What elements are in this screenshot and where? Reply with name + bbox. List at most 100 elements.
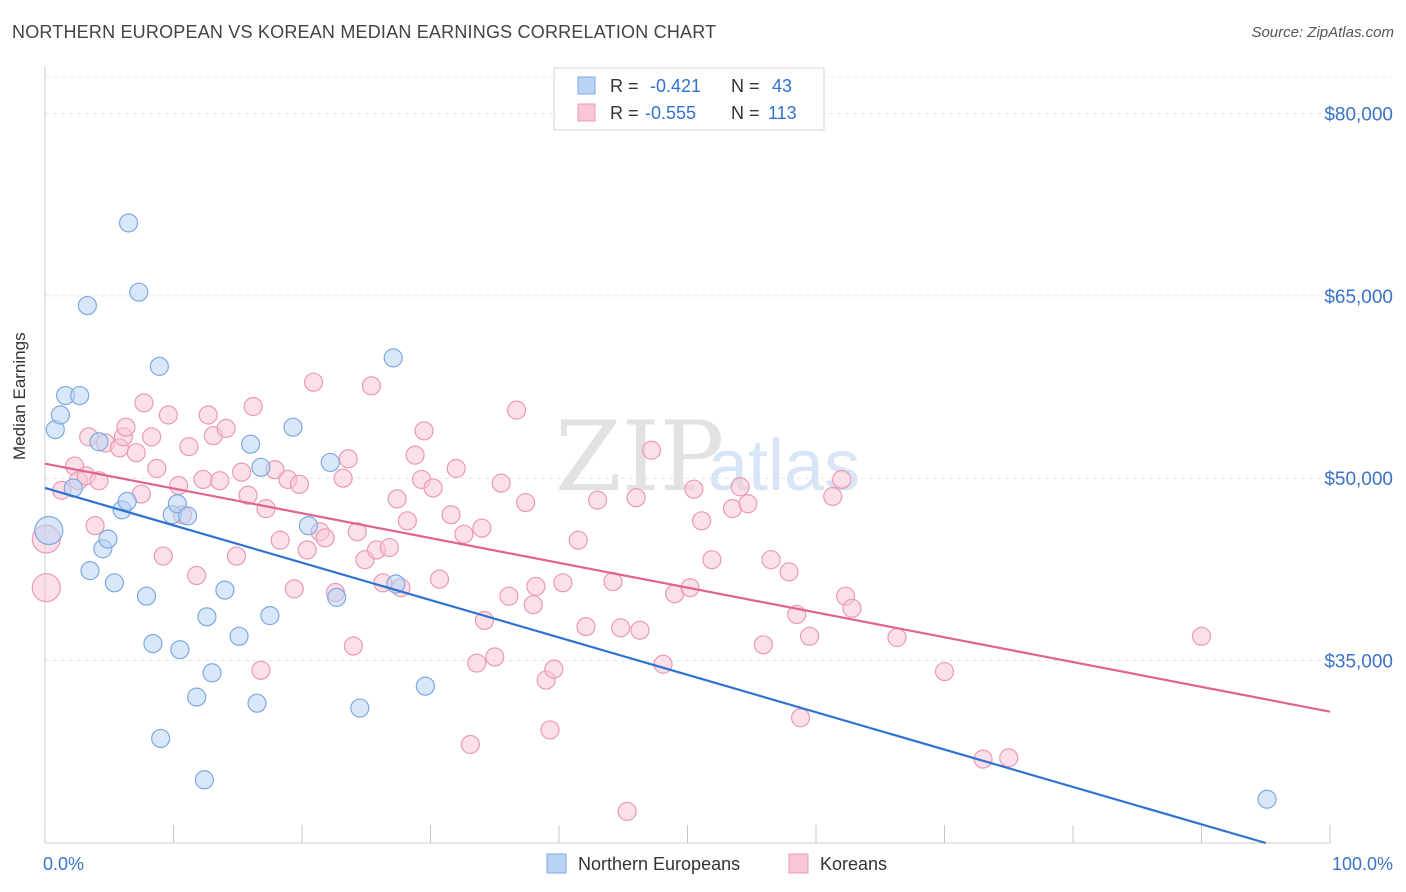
korean-point-103	[799, 626, 820, 646]
series-legend-label-korean: Koreans	[820, 854, 887, 874]
gridlines	[45, 76, 1392, 662]
series-legend-swatch-korean	[788, 853, 809, 874]
korean-point-48	[347, 522, 367, 542]
northern-point-13	[117, 491, 137, 511]
korean-point-59	[414, 421, 434, 441]
northern-point-35	[298, 516, 319, 536]
korean-point-54	[387, 489, 407, 509]
northern-point-23	[178, 506, 198, 526]
korean-point-43	[315, 528, 335, 548]
stats-legend: R = -0.421 N = 43 R = -0.555 N = 113	[553, 67, 825, 131]
korean-point-66	[467, 653, 487, 673]
korean-point-38	[284, 579, 304, 599]
x-tick-label-start: 0.0%	[43, 854, 84, 874]
korean-point-85	[617, 801, 637, 821]
northern-point-8	[89, 432, 109, 452]
korean-point-20	[169, 475, 189, 496]
korean-point-17	[147, 458, 167, 479]
korean-point-7	[85, 516, 105, 536]
korean-point-112	[1191, 626, 1212, 646]
korean-point-82	[587, 490, 608, 510]
northern-point-0	[34, 515, 64, 546]
korean-point-15	[134, 393, 154, 413]
northern-point-27	[202, 663, 222, 683]
stats-legend-frame	[553, 67, 825, 131]
northern-point-34	[283, 417, 303, 437]
y-tick-label-1: $50,000	[1324, 469, 1393, 490]
northern-point-42	[1257, 789, 1277, 809]
korean-point-88	[641, 440, 662, 460]
northern-point-31	[247, 693, 267, 713]
y-tick-label-3: $80,000	[1324, 104, 1393, 125]
korean-point-56	[397, 511, 417, 531]
korean-point-65	[460, 734, 480, 755]
korean-point-99	[761, 550, 781, 570]
korean-point-107	[842, 598, 862, 618]
korean-point-36	[270, 530, 290, 550]
northern-point-24	[187, 687, 207, 707]
korean-point-25	[198, 405, 218, 425]
legend-swatch-korean	[577, 103, 596, 122]
korean-point-72	[506, 400, 527, 420]
northern-point-41	[415, 676, 435, 696]
korean-point-13	[126, 443, 146, 463]
northern-point-28	[215, 580, 235, 600]
y-tick-labels: $35,000 $50,000 $65,000 $80,000	[1324, 104, 1393, 672]
legend-n-label-1: N =	[731, 76, 760, 96]
korean-point-75	[526, 576, 546, 597]
northern-point-10	[98, 529, 118, 549]
northern-point-15	[129, 282, 149, 302]
series-legend: Northern Europeans Koreans	[546, 853, 887, 874]
korean-point-74	[523, 595, 543, 615]
korean-point-111	[999, 748, 1019, 768]
korean-point-86	[626, 488, 646, 508]
legend-r-value-1: -0.421	[650, 76, 701, 96]
northern-point-7	[80, 561, 100, 581]
korean-points	[31, 372, 1212, 821]
legend-r-label-2: R =	[610, 103, 639, 123]
korean-point-57	[405, 445, 425, 465]
korean-point-29	[226, 546, 247, 566]
korean-point-41	[303, 372, 324, 392]
korean-point-97	[738, 494, 758, 514]
korean-point-105	[832, 469, 852, 490]
northern-point-17	[143, 633, 163, 654]
korean-point-67	[472, 518, 492, 538]
korean-point-77	[540, 720, 560, 740]
korean-point-47	[343, 636, 363, 656]
northern-point-39	[383, 348, 403, 368]
korean-point-81	[576, 616, 596, 637]
korean-point-96	[730, 477, 750, 497]
northern-point-5	[70, 385, 90, 406]
korean-point-64	[454, 524, 474, 544]
korean-point-39	[289, 474, 310, 494]
korean-point-87	[630, 620, 650, 640]
korean-point-28	[216, 418, 236, 438]
y-tick-label-0: $35,000	[1324, 652, 1393, 673]
northern-point-30	[241, 434, 261, 454]
korean-point-46	[338, 449, 358, 469]
series-legend-swatch-northern	[546, 853, 567, 874]
korean-point-73	[515, 492, 536, 513]
korean-point-31	[238, 485, 258, 505]
korean-point-18	[153, 546, 173, 566]
legend-swatch-northern	[577, 76, 596, 95]
korean-point-30	[232, 462, 252, 482]
northern-point-19	[151, 728, 171, 749]
korean-point-1	[31, 573, 61, 603]
korean-point-32	[243, 396, 263, 417]
northern-point-18	[149, 356, 169, 376]
northern-point-16	[136, 586, 157, 606]
korean-point-102	[790, 708, 811, 728]
korean-point-98	[753, 635, 773, 655]
korean-point-33	[251, 660, 271, 680]
korean-point-27	[210, 471, 230, 491]
korean-point-100	[779, 562, 799, 582]
korean-point-84	[611, 618, 631, 638]
series-legend-label-northern: Northern Europeans	[578, 854, 740, 874]
northern-point-22	[170, 640, 190, 660]
legend-n-label-2: N =	[731, 103, 760, 123]
northern-point-25	[194, 770, 214, 790]
korean-point-92	[684, 479, 704, 499]
northern-point-6	[77, 295, 98, 316]
